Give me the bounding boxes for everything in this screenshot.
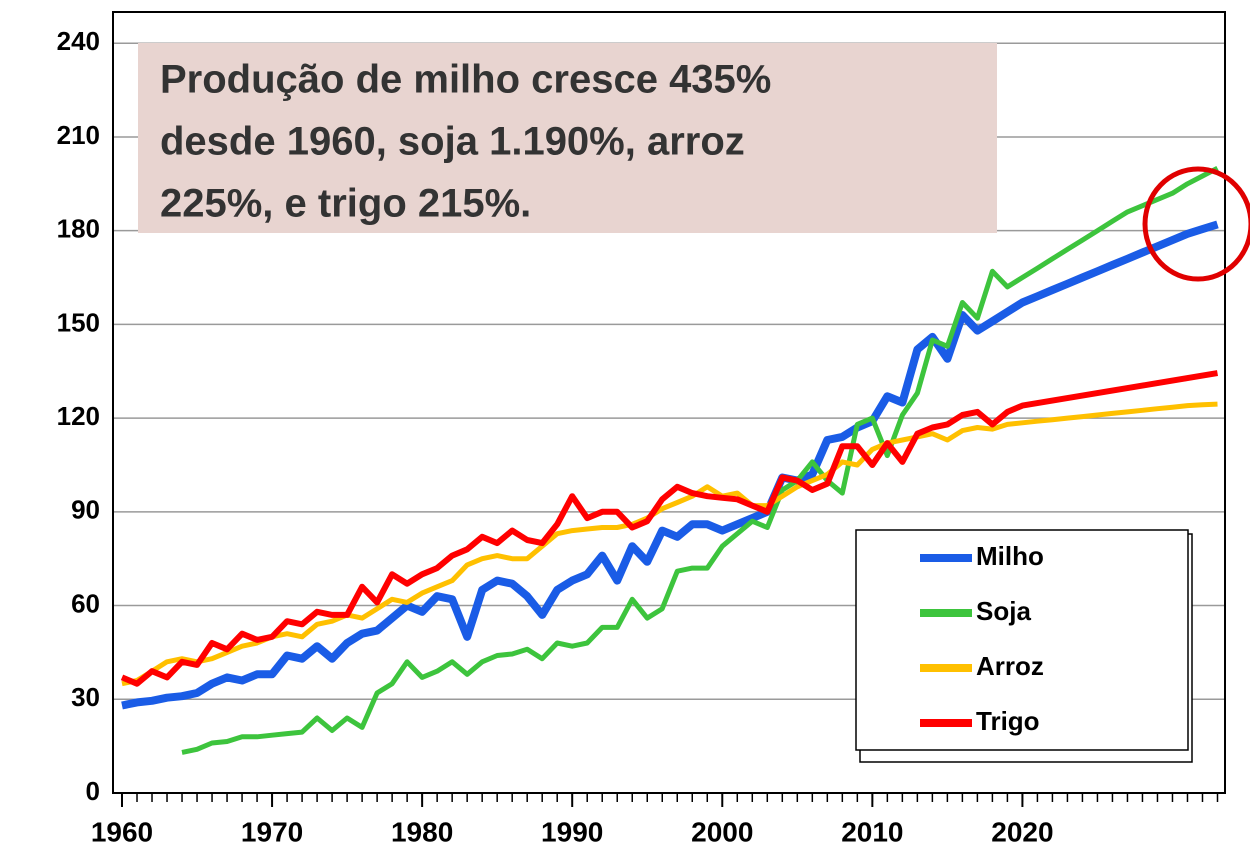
y-tick-label: 0 — [86, 776, 100, 806]
y-tick-label: 90 — [71, 495, 100, 525]
plot-frame — [112, 11, 1226, 794]
y-tick-label: 60 — [71, 588, 100, 618]
annotation: 225%, e trigo 215%. — [160, 182, 531, 226]
line-series — [120, 370, 1218, 687]
legend-label: Arroz — [976, 651, 1044, 681]
x-tick-label: 2020 — [991, 816, 1053, 847]
y-tick-label: 150 — [57, 307, 100, 337]
y-tick-label: 210 — [57, 120, 100, 150]
legend-label: Soja — [976, 596, 1031, 626]
annotation: Produção de milho cresce 435% — [160, 58, 771, 102]
line-series — [121, 220, 1219, 710]
line-series — [181, 165, 1219, 755]
legend-box — [855, 529, 1189, 751]
y-tick-label: 240 — [57, 26, 100, 56]
legend-label: Milho — [976, 541, 1044, 571]
line-series — [121, 401, 1218, 687]
x-tick-label: 1970 — [241, 816, 303, 847]
highlight-circle — [1142, 166, 1250, 282]
y-tick-label: 120 — [57, 401, 100, 431]
legend-label: Trigo — [976, 706, 1040, 736]
y-tick-label: 180 — [57, 214, 100, 244]
x-tick-label: 1960 — [91, 816, 153, 847]
annotation-box — [138, 43, 997, 233]
x-tick-label: 1980 — [391, 816, 453, 847]
x-tick-label: 2010 — [841, 816, 903, 847]
x-tick-label: 1990 — [541, 816, 603, 847]
annotation: desde 1960, soja 1.190%, arroz — [160, 120, 745, 164]
y-tick-label: 30 — [71, 682, 100, 712]
x-tick-label: 2000 — [691, 816, 753, 847]
